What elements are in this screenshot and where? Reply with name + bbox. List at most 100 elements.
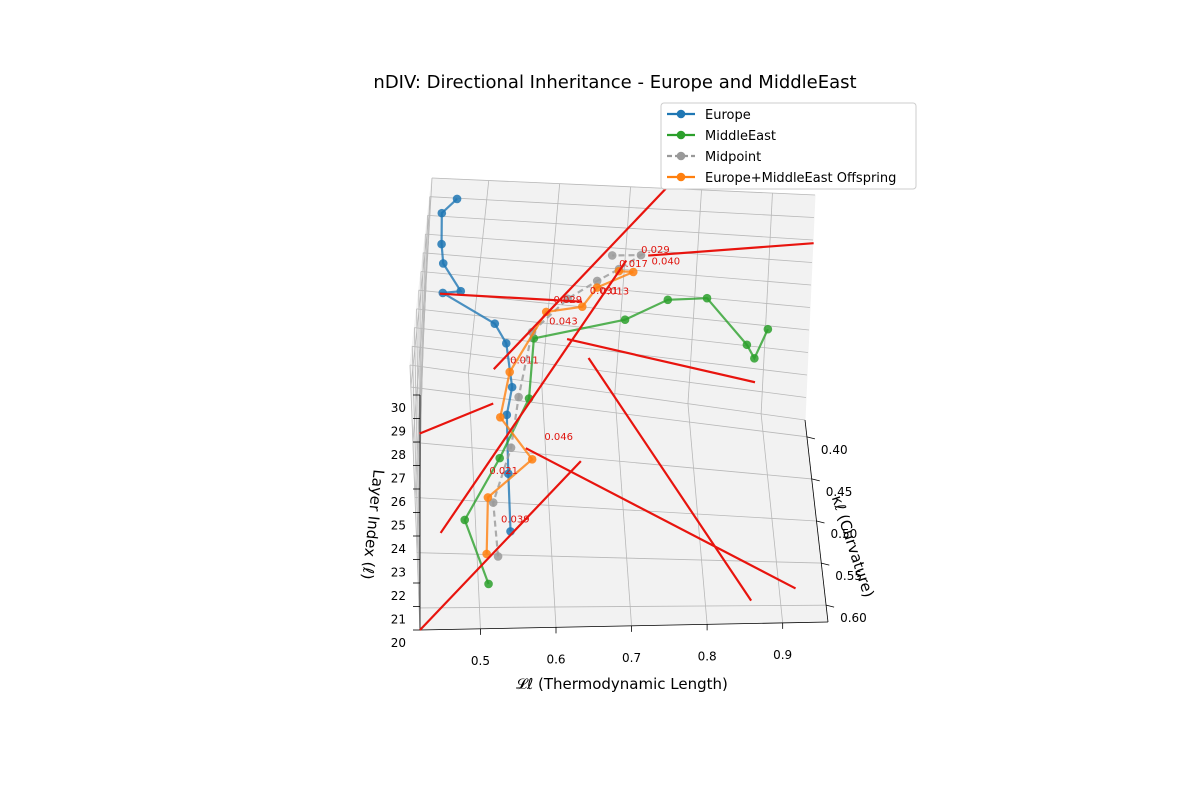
z-tick-label: 20 [391, 636, 406, 650]
z-axis-label: Layer Index (ℓ) [358, 469, 387, 581]
z-tick-label: 23 [391, 566, 406, 580]
data-point [527, 455, 537, 464]
annotation-label: 0.043 [549, 317, 578, 328]
legend-item: Europe+MiddleEast Offspring [667, 171, 896, 186]
direction-arrow [648, 242, 814, 257]
data-point [495, 453, 505, 463]
direction-arrow [492, 187, 667, 370]
direction-arrow [439, 259, 628, 534]
series-europe-middleeast-offspring [482, 266, 638, 559]
legend-label: Europe+MiddleEast Offspring [705, 171, 896, 186]
legend-marker [676, 130, 686, 140]
direction-arrow [587, 357, 753, 602]
legend-item: MiddleEast [667, 129, 776, 144]
gridline-z-left [411, 346, 421, 607]
data-point [438, 259, 448, 268]
data-point [607, 251, 617, 260]
z-tick-label: 30 [391, 401, 406, 415]
data-point [507, 382, 517, 392]
y-tick-label: 0.50 [831, 527, 858, 541]
gridline-y-floor [414, 497, 817, 522]
gridline-z-back [412, 345, 807, 398]
annotation-label: 0.040 [651, 256, 680, 267]
data-point [437, 239, 446, 249]
axes: 0.5 0.6 0.7 0.8 0.9 0.40 0.45 0.50 0.55 0.60 20 21 2… [391, 394, 867, 668]
y-tick-label: 0.60 [840, 611, 867, 625]
annotation-label: 0.029 [641, 245, 670, 256]
series-middleeast [460, 293, 773, 589]
data-point [750, 354, 759, 363]
legend-label: MiddleEast [705, 129, 776, 144]
gridline-z-left [414, 327, 421, 584]
legend-label: Europe [705, 108, 751, 123]
legend-item: Europe [667, 108, 751, 123]
data-point [504, 469, 513, 479]
y-tick-mark [821, 562, 830, 566]
data-point [460, 515, 470, 525]
x-tick-label: 0.5 [471, 654, 490, 668]
data-point [592, 276, 602, 286]
gridline-z-back [420, 271, 811, 308]
y-tick-mark [806, 436, 816, 440]
z-tick-label: 24 [391, 542, 406, 556]
gridline-y-floor [419, 604, 827, 609]
data-point [577, 302, 587, 311]
data-point [488, 498, 498, 507]
z-tick-label: 21 [391, 613, 406, 627]
gridline-y-floor [412, 441, 812, 480]
series-line [485, 270, 634, 554]
data-point [663, 295, 673, 305]
z-tick-label: 29 [391, 425, 406, 439]
data-point [506, 443, 516, 452]
z-tick-label: 25 [391, 519, 406, 533]
annotation-label: 0.011 [510, 356, 539, 367]
y-tick-mark [816, 520, 825, 524]
data-point [620, 315, 630, 325]
data-point [636, 250, 646, 260]
gridline-z-back [425, 233, 813, 263]
data-point [628, 267, 638, 277]
legend-box [660, 102, 917, 190]
data-point [541, 307, 551, 317]
data-point [490, 319, 500, 328]
legend-marker [676, 109, 686, 119]
x-tick-label: 0.9 [773, 648, 792, 662]
y-tick-label: 0.55 [835, 569, 862, 583]
legend-marker [676, 151, 686, 161]
data-point [592, 283, 602, 292]
x-tick-label: 0.8 [698, 649, 717, 663]
chart-title: nDIV: Directional Inheritance - Europe a… [373, 72, 856, 93]
data-point [493, 552, 503, 561]
annotation-label: 0.017 [619, 259, 648, 270]
gridline-z-back [414, 327, 808, 376]
series-layer [437, 194, 773, 589]
x-tick-label: 0.7 [622, 651, 641, 665]
gridline-z-left [416, 308, 421, 560]
gridline-z-back [431, 177, 816, 196]
legend-marker [676, 172, 686, 182]
data-point [502, 410, 512, 420]
y-tick-mark [825, 604, 835, 608]
arrows-layer [419, 187, 814, 631]
data-point [483, 493, 493, 502]
x-axis-line [419, 621, 829, 631]
data-point [505, 367, 514, 377]
gridline-z-left [419, 177, 433, 396]
data-point [742, 340, 752, 350]
gridline-z-back [409, 364, 806, 421]
data-point [514, 392, 523, 402]
y-tick-mark [811, 478, 820, 482]
legend: Europe MiddleEast Midpoint Europe+MiddleEas… [660, 102, 917, 190]
z-tick-label: 26 [391, 495, 406, 509]
z-tick-label: 27 [391, 472, 406, 486]
z-tick-label: 28 [391, 448, 406, 462]
data-point [482, 549, 491, 559]
series-line [492, 253, 645, 557]
direction-arrow [566, 338, 756, 384]
data-point [702, 293, 712, 303]
y-axis-label: κℓ (Curvature) [828, 493, 878, 600]
gridline-z-back [427, 215, 814, 241]
direction-arrow [419, 460, 582, 631]
